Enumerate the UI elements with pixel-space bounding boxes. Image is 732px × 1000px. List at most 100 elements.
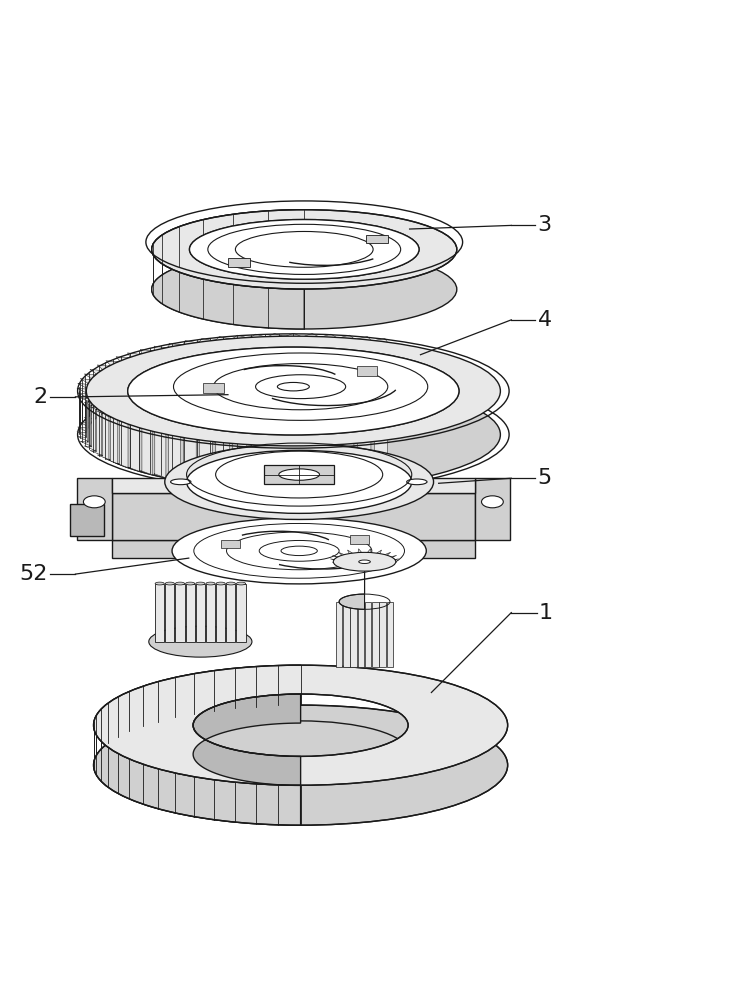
Ellipse shape [171, 479, 191, 485]
Polygon shape [379, 602, 386, 667]
Polygon shape [112, 540, 475, 558]
Polygon shape [350, 535, 369, 544]
Text: 52: 52 [20, 564, 48, 584]
Polygon shape [97, 411, 109, 460]
Polygon shape [97, 365, 109, 413]
Polygon shape [78, 393, 88, 441]
Ellipse shape [86, 380, 501, 489]
Polygon shape [127, 423, 140, 471]
Ellipse shape [94, 705, 508, 825]
Polygon shape [384, 555, 397, 560]
Ellipse shape [152, 250, 457, 329]
Ellipse shape [216, 582, 225, 585]
Polygon shape [195, 584, 205, 642]
Polygon shape [199, 438, 212, 485]
Polygon shape [86, 336, 501, 446]
Polygon shape [216, 337, 229, 384]
Polygon shape [379, 565, 391, 567]
Polygon shape [116, 357, 128, 405]
Polygon shape [216, 440, 229, 487]
Polygon shape [338, 552, 350, 558]
Polygon shape [475, 478, 509, 540]
Ellipse shape [407, 479, 427, 485]
Polygon shape [322, 442, 337, 489]
Polygon shape [86, 336, 294, 489]
Polygon shape [70, 504, 105, 536]
Polygon shape [106, 361, 118, 409]
Ellipse shape [281, 546, 318, 556]
Polygon shape [236, 584, 246, 642]
Polygon shape [233, 441, 247, 488]
Text: 2: 2 [34, 387, 48, 407]
Ellipse shape [236, 582, 246, 585]
Ellipse shape [155, 582, 164, 585]
Polygon shape [338, 565, 350, 567]
Polygon shape [332, 562, 345, 565]
Polygon shape [216, 584, 225, 642]
Polygon shape [77, 478, 112, 540]
Polygon shape [141, 427, 152, 475]
Polygon shape [90, 369, 102, 418]
Polygon shape [286, 333, 301, 380]
Polygon shape [340, 441, 354, 488]
Ellipse shape [83, 496, 105, 508]
Polygon shape [154, 346, 166, 394]
Polygon shape [155, 584, 164, 642]
Polygon shape [141, 349, 152, 397]
Polygon shape [268, 333, 283, 380]
Polygon shape [250, 442, 264, 489]
Text: 1: 1 [539, 603, 553, 623]
Ellipse shape [149, 626, 252, 657]
Polygon shape [199, 338, 212, 386]
Polygon shape [351, 602, 357, 667]
Polygon shape [305, 333, 318, 380]
Polygon shape [358, 549, 364, 555]
Polygon shape [94, 665, 508, 785]
Polygon shape [336, 602, 343, 667]
Polygon shape [374, 438, 387, 485]
Polygon shape [286, 443, 301, 489]
Polygon shape [152, 210, 305, 329]
Polygon shape [184, 436, 196, 483]
Polygon shape [330, 559, 343, 563]
Polygon shape [357, 366, 378, 376]
Polygon shape [77, 388, 86, 437]
Polygon shape [348, 550, 356, 556]
Polygon shape [305, 443, 318, 489]
Ellipse shape [172, 518, 426, 584]
Polygon shape [152, 210, 457, 289]
Polygon shape [357, 440, 371, 487]
Polygon shape [386, 602, 393, 667]
Ellipse shape [186, 582, 195, 585]
Polygon shape [373, 550, 381, 556]
Polygon shape [386, 559, 399, 563]
Polygon shape [90, 407, 102, 455]
Ellipse shape [187, 450, 412, 513]
Polygon shape [78, 383, 88, 432]
Ellipse shape [195, 582, 205, 585]
Polygon shape [186, 584, 195, 642]
Polygon shape [221, 540, 240, 548]
Polygon shape [379, 552, 391, 558]
Polygon shape [206, 584, 215, 642]
Polygon shape [81, 398, 91, 446]
Polygon shape [127, 353, 140, 401]
Polygon shape [84, 374, 95, 422]
Polygon shape [339, 554, 365, 609]
Polygon shape [332, 555, 345, 560]
Polygon shape [384, 562, 397, 565]
Ellipse shape [482, 496, 504, 508]
Polygon shape [106, 416, 118, 464]
Text: 3: 3 [537, 215, 552, 235]
Polygon shape [322, 334, 337, 381]
Polygon shape [365, 602, 371, 667]
Polygon shape [112, 478, 475, 493]
Ellipse shape [165, 444, 433, 519]
Ellipse shape [226, 582, 236, 585]
Ellipse shape [277, 382, 310, 391]
Polygon shape [154, 430, 166, 478]
Polygon shape [264, 465, 334, 484]
Ellipse shape [359, 560, 370, 563]
Polygon shape [169, 433, 181, 481]
Polygon shape [365, 549, 371, 555]
